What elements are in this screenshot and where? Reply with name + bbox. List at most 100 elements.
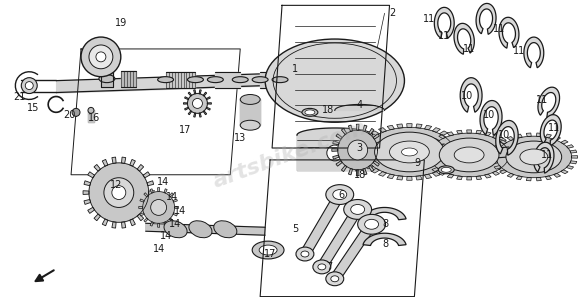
Polygon shape — [371, 168, 379, 173]
Text: artsbike.com: artsbike.com — [210, 118, 369, 192]
Polygon shape — [342, 128, 347, 135]
Polygon shape — [173, 213, 177, 216]
Polygon shape — [333, 155, 339, 159]
Ellipse shape — [296, 247, 314, 261]
Polygon shape — [561, 140, 568, 144]
Polygon shape — [379, 172, 387, 176]
Polygon shape — [516, 134, 522, 138]
Polygon shape — [526, 177, 532, 181]
Polygon shape — [480, 100, 502, 135]
Polygon shape — [297, 128, 373, 135]
Text: 11: 11 — [493, 24, 505, 34]
Polygon shape — [490, 156, 496, 158]
Polygon shape — [157, 188, 160, 192]
Polygon shape — [554, 173, 560, 177]
Polygon shape — [499, 167, 507, 172]
Polygon shape — [365, 128, 454, 176]
Ellipse shape — [344, 200, 372, 219]
Ellipse shape — [454, 147, 484, 163]
Text: 2: 2 — [390, 8, 395, 18]
Polygon shape — [332, 149, 338, 151]
Polygon shape — [188, 94, 207, 113]
Polygon shape — [164, 189, 167, 193]
Polygon shape — [376, 155, 383, 159]
Ellipse shape — [240, 120, 260, 130]
Ellipse shape — [348, 140, 368, 160]
Polygon shape — [570, 161, 577, 164]
Polygon shape — [476, 3, 496, 34]
Polygon shape — [379, 128, 387, 132]
Text: 11: 11 — [548, 123, 560, 133]
Text: 10: 10 — [498, 130, 510, 140]
Polygon shape — [447, 174, 454, 178]
Polygon shape — [130, 219, 135, 226]
Polygon shape — [494, 166, 501, 169]
Text: 17: 17 — [179, 125, 192, 135]
Ellipse shape — [88, 107, 94, 113]
Ellipse shape — [252, 241, 284, 259]
Text: 9: 9 — [415, 158, 420, 168]
Polygon shape — [507, 136, 514, 141]
Polygon shape — [147, 181, 153, 186]
Polygon shape — [365, 135, 373, 139]
Polygon shape — [88, 110, 94, 122]
Text: 14: 14 — [159, 231, 172, 241]
Polygon shape — [507, 173, 514, 177]
Polygon shape — [540, 115, 561, 145]
Text: 21: 21 — [13, 92, 25, 103]
Polygon shape — [173, 199, 177, 202]
Polygon shape — [433, 128, 441, 132]
Polygon shape — [516, 176, 522, 180]
Polygon shape — [509, 154, 515, 156]
Text: 7: 7 — [327, 262, 333, 272]
Polygon shape — [361, 160, 369, 164]
Ellipse shape — [365, 219, 379, 229]
Text: 14: 14 — [170, 219, 182, 229]
Polygon shape — [363, 207, 406, 220]
Text: 11: 11 — [541, 150, 553, 160]
Polygon shape — [433, 172, 441, 176]
Ellipse shape — [375, 132, 444, 172]
Polygon shape — [363, 168, 367, 175]
Polygon shape — [143, 207, 150, 213]
Polygon shape — [335, 104, 384, 110]
Text: 10: 10 — [483, 110, 495, 120]
Polygon shape — [432, 138, 439, 142]
Ellipse shape — [438, 166, 454, 174]
Polygon shape — [561, 170, 568, 174]
Polygon shape — [84, 181, 91, 186]
Polygon shape — [485, 174, 491, 178]
Polygon shape — [143, 172, 150, 178]
Text: 18: 18 — [354, 170, 366, 180]
Polygon shape — [476, 176, 482, 180]
Text: 14: 14 — [156, 177, 168, 187]
Polygon shape — [112, 157, 116, 163]
Polygon shape — [203, 92, 207, 96]
Polygon shape — [566, 166, 574, 169]
Polygon shape — [140, 213, 144, 216]
Ellipse shape — [318, 264, 326, 270]
Ellipse shape — [301, 251, 309, 257]
Polygon shape — [387, 125, 394, 130]
Ellipse shape — [25, 82, 33, 90]
Ellipse shape — [331, 276, 339, 282]
Polygon shape — [84, 199, 91, 204]
Ellipse shape — [104, 178, 134, 207]
Ellipse shape — [207, 77, 223, 83]
Ellipse shape — [96, 52, 106, 62]
Polygon shape — [206, 97, 210, 100]
Ellipse shape — [439, 138, 499, 172]
Polygon shape — [130, 159, 135, 166]
Text: 12: 12 — [109, 180, 122, 190]
Ellipse shape — [506, 141, 562, 173]
Polygon shape — [536, 177, 541, 181]
Polygon shape — [424, 174, 432, 179]
Ellipse shape — [72, 108, 80, 116]
Polygon shape — [89, 163, 149, 222]
Polygon shape — [429, 158, 444, 160]
Text: 4: 4 — [357, 100, 362, 111]
Polygon shape — [445, 135, 454, 139]
Polygon shape — [397, 176, 403, 180]
Ellipse shape — [240, 94, 260, 104]
Polygon shape — [188, 92, 192, 96]
